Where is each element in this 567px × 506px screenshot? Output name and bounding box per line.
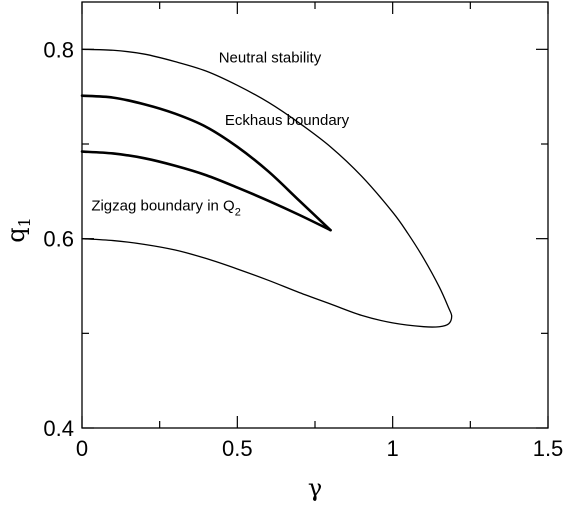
annotation-zigzag-subscript: 2 — [235, 206, 241, 218]
y-tick-label-1: 0.6 — [43, 227, 74, 252]
x-tick-label-1: 0.5 — [222, 436, 253, 461]
series-group — [80, 48, 453, 328]
y-tick-label-0: 0.4 — [43, 416, 74, 441]
series-eckhaus-boundary — [80, 94, 332, 232]
series-zigzag-boundary — [80, 150, 332, 232]
y-tick-label-2: 0.8 — [43, 37, 74, 62]
y-axis-label: q1 — [2, 217, 34, 243]
annotation-eckhaus-boundary: Eckhaus boundary — [225, 112, 350, 129]
y-axis-label-subscript: 1 — [15, 217, 34, 227]
annotation-zigzag-main: Zigzag boundary in Q — [91, 197, 234, 214]
x-tick-label-3: 1.5 — [533, 436, 564, 461]
tick-labels: 0 0.5 1 1.5 0.4 0.6 0.8 — [43, 37, 563, 461]
y-axis-label-main: q — [2, 227, 30, 242]
annotation-zigzag-boundary: Zigzag boundary in Q2 — [91, 197, 241, 218]
annotation-neutral-stability: Neutral stability — [219, 50, 322, 67]
x-tick-label-0: 0 — [76, 436, 88, 461]
series-neutral-stability — [81, 48, 453, 328]
x-axis-label: γ — [308, 474, 322, 502]
x-tick-label-2: 1 — [387, 436, 399, 461]
